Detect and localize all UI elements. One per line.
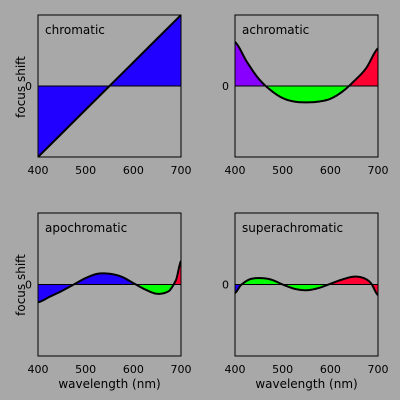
region-long — [328, 276, 372, 285]
plot-frame — [37, 14, 182, 158]
panel-superachromatic: superachromatic 400 500 600 700 0 wavelength (… — [222, 212, 389, 391]
panel-achromatic: achromatic 400 500 600 700 0 — [222, 14, 389, 177]
region-long — [173, 260, 181, 285]
y-axis-label-bottom: focus shift — [14, 254, 28, 316]
panel-apochromatic: apochromatic 400 500 600 700 0 wavelength (nm) — [25, 212, 192, 391]
x-tick-label: 600 — [320, 164, 341, 177]
y-tick-label: 0 — [222, 80, 229, 93]
y-tick-label: 0 — [25, 279, 32, 292]
x-tick-label: 500 — [75, 164, 96, 177]
plot-frame — [234, 212, 379, 357]
panel-chromatic: chromatic 400 500 600 700 0 — [25, 14, 192, 177]
region-short — [38, 273, 136, 303]
x-tick-label: 600 — [123, 164, 144, 177]
plot-frame — [37, 212, 182, 357]
x-axis-label: wavelength (nm) — [58, 377, 160, 391]
region-middle — [241, 278, 329, 291]
y-axis-label-top: focus shift — [14, 56, 28, 118]
focus-curve — [38, 260, 181, 304]
x-tick-label: 400 — [28, 363, 49, 376]
x-tick-label: 500 — [272, 164, 293, 177]
x-tick-label: 400 — [225, 164, 246, 177]
x-tick-label: 700 — [171, 363, 192, 376]
focus-curve — [38, 15, 181, 157]
x-tick-label: 400 — [225, 363, 246, 376]
panel-title: superachromatic — [242, 221, 343, 235]
x-tick-label: 400 — [28, 164, 49, 177]
y-tick-label: 0 — [25, 80, 32, 93]
x-axis-label: wavelength (nm) — [255, 377, 357, 391]
region-long — [348, 48, 378, 86]
x-tick-label: 600 — [320, 363, 341, 376]
region-middle — [135, 284, 174, 294]
x-tick-label: 500 — [272, 363, 293, 376]
x-tick-label: 700 — [368, 164, 389, 177]
focus-curve — [235, 41, 378, 104]
panel-title: achromatic — [242, 23, 309, 37]
panel-title: apochromatic — [45, 221, 127, 235]
panel-title: chromatic — [45, 23, 105, 37]
x-tick-label: 700 — [368, 363, 389, 376]
region-middle — [265, 86, 349, 103]
focus-curve — [235, 275, 378, 296]
x-tick-label: 600 — [123, 363, 144, 376]
x-tick-label: 700 — [171, 164, 192, 177]
plot-frame — [234, 14, 379, 158]
y-tick-label: 0 — [222, 279, 229, 292]
region-short — [235, 41, 266, 86]
x-tick-label: 500 — [75, 363, 96, 376]
